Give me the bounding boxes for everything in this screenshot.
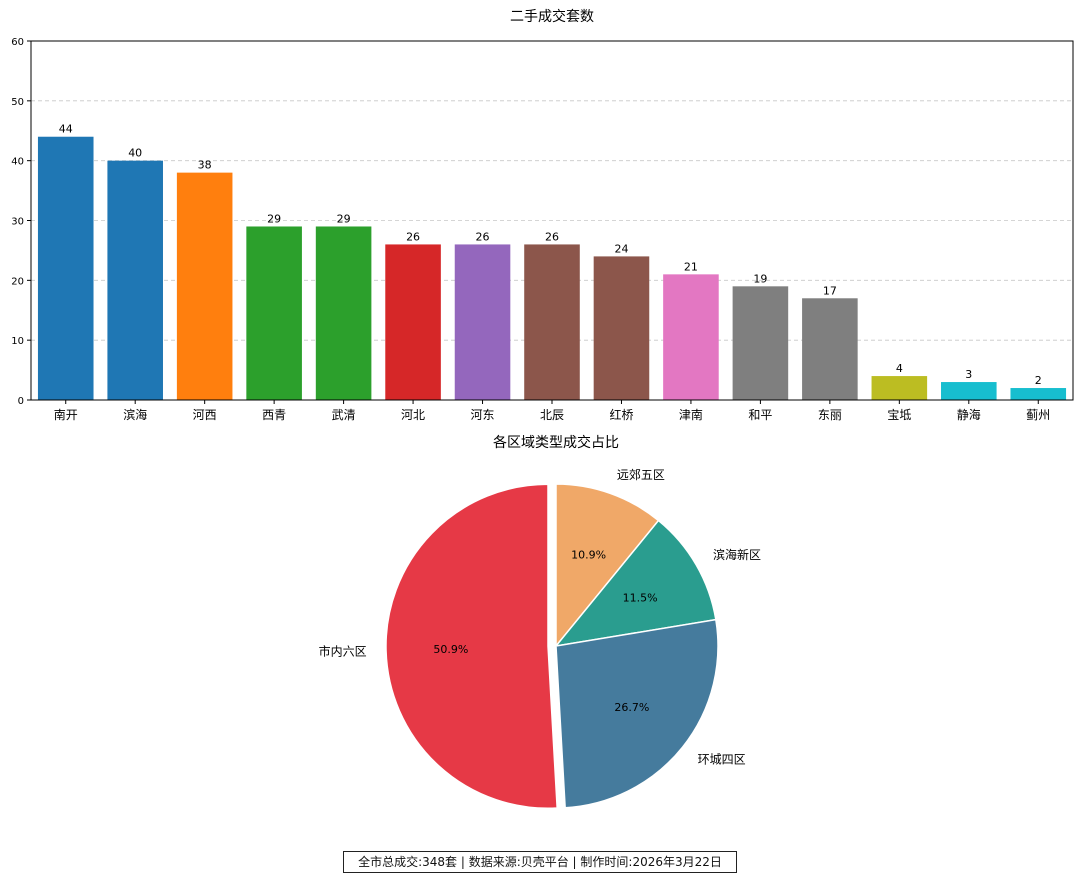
bar-静海 <box>941 382 997 400</box>
bar-value-label: 19 <box>753 272 767 285</box>
x-tick-label: 和平 <box>748 408 772 422</box>
bar-value-label: 26 <box>406 230 420 243</box>
x-tick-label: 河北 <box>401 408 425 422</box>
pie-percent-label: 10.9% <box>571 548 606 561</box>
chart-svg: 二手成交套数 0 10 20 30 40 50 60 44 南开 40 滨海 38 河西 29 西青 29 武清 2… <box>11 8 1074 809</box>
x-tick-label: 蓟州 <box>1026 408 1050 422</box>
bar-红桥 <box>593 256 650 400</box>
y-tick-label: 50 <box>11 97 24 108</box>
bar-和平 <box>732 286 789 400</box>
bar-东丽 <box>802 298 858 400</box>
pie-percent-label: 26.7% <box>614 701 649 714</box>
bar-南开 <box>37 136 94 400</box>
pie-category-label: 市内六区 <box>319 643 367 658</box>
pie-slice-滨海新区 <box>554 519 717 648</box>
bar-河北 <box>385 244 441 400</box>
y-tick-label: 20 <box>11 276 24 287</box>
y-tick-label: 0 <box>18 396 24 407</box>
bar-河西 <box>176 172 233 400</box>
bar-value-label: 21 <box>684 260 698 273</box>
pie-category-label: 滨海新区 <box>713 547 761 562</box>
bar-value-label: 40 <box>128 147 142 160</box>
pie-category-label: 远郊五区 <box>617 468 665 482</box>
bar-chart-title: 二手成交套数 <box>510 8 594 25</box>
bar-西青 <box>246 226 302 400</box>
x-tick-label: 河西 <box>193 408 217 422</box>
pie-category-label: 环城四区 <box>698 752 746 766</box>
pie-chart-title: 各区域类型成交占比 <box>493 434 619 451</box>
x-tick-label: 东丽 <box>818 408 842 422</box>
bar-value-label: 29 <box>337 212 351 225</box>
bar-value-label: 26 <box>476 230 490 243</box>
bar-value-label: 38 <box>198 159 212 172</box>
bar-plot-frame <box>30 40 1074 401</box>
bar-河东 <box>454 244 511 400</box>
y-tick-label: 30 <box>11 217 24 228</box>
footer-note: 全市总成交:348套 | 数据来源:贝壳平台 | 制作时间:2026年3月22日 <box>343 851 737 873</box>
bar-北辰 <box>524 244 580 400</box>
y-tick-label: 60 <box>11 37 24 48</box>
bar-津南 <box>663 274 719 400</box>
bar-value-label: 44 <box>59 123 73 136</box>
bar-value-label: 29 <box>267 212 281 225</box>
x-tick-label: 南开 <box>54 407 78 422</box>
x-tick-label: 红桥 <box>609 407 633 422</box>
pie-slice-远郊五区 <box>555 483 660 649</box>
bar-武清 <box>315 226 372 400</box>
pie-percent-label: 11.5% <box>623 591 658 604</box>
bar-value-label: 17 <box>823 284 837 297</box>
pie-percent-label: 50.9% <box>433 643 468 656</box>
x-tick-label: 北辰 <box>540 408 564 422</box>
bar-value-label: 26 <box>545 230 559 243</box>
bar-value-label: 4 <box>896 362 903 375</box>
y-tick-label: 10 <box>11 336 24 347</box>
bar-value-label: 3 <box>965 368 972 381</box>
x-tick-label: 河东 <box>471 408 495 422</box>
bar-value-label: 24 <box>614 242 628 255</box>
bar-滨海 <box>107 160 163 400</box>
pie-slice-环城四区 <box>555 618 719 809</box>
pie-slice-市内六区 <box>385 483 558 809</box>
x-tick-label: 静海 <box>957 407 981 422</box>
bar-value-label: 2 <box>1035 374 1042 387</box>
x-tick-label: 武清 <box>332 408 356 422</box>
x-tick-label: 滨海 <box>123 407 147 422</box>
y-tick-label: 40 <box>11 157 24 168</box>
bar-宝坻 <box>871 376 928 400</box>
x-tick-label: 西青 <box>262 408 286 422</box>
x-tick-label: 宝坻 <box>887 407 911 422</box>
x-tick-label: 津南 <box>679 407 703 422</box>
bar-蓟州 <box>1010 388 1067 400</box>
